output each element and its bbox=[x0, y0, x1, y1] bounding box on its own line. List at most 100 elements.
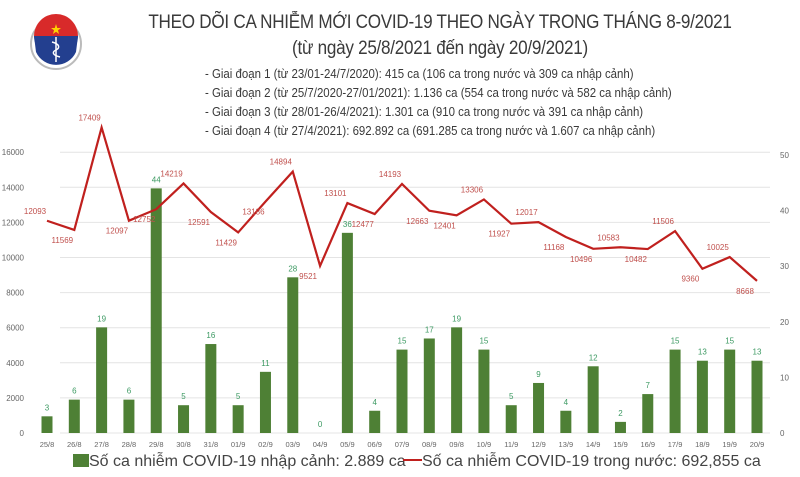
line-label: 17409 bbox=[78, 113, 101, 122]
bar bbox=[505, 405, 517, 433]
bar-label: 19 bbox=[452, 314, 461, 323]
legend-bar: Số ca nhiễm COVID-19 nhập cảnh: 2.889 ca bbox=[73, 453, 406, 471]
line-label: 12663 bbox=[406, 217, 429, 226]
x-axis-tick: 26/8 bbox=[67, 440, 82, 449]
x-axis-tick: 04/9 bbox=[313, 440, 328, 449]
left-axis-tick: 4000 bbox=[6, 359, 24, 368]
bar bbox=[232, 405, 244, 433]
bar bbox=[533, 382, 545, 433]
line-label: 8668 bbox=[736, 287, 754, 296]
bar-label: 17 bbox=[425, 325, 434, 334]
bar bbox=[478, 349, 490, 433]
line-label: 13306 bbox=[461, 185, 484, 194]
bar bbox=[205, 344, 217, 433]
bar bbox=[259, 371, 271, 433]
bar bbox=[341, 232, 353, 433]
left-axis-tick: 10000 bbox=[2, 254, 25, 263]
left-axis-tick: 12000 bbox=[2, 218, 25, 227]
left-axis-tick: 0 bbox=[20, 429, 25, 438]
bar-label: 15 bbox=[725, 337, 734, 346]
x-axis-tick: 10/9 bbox=[477, 440, 492, 449]
line-label: 10025 bbox=[707, 243, 730, 252]
bar bbox=[724, 349, 736, 433]
left-axis-tick: 6000 bbox=[6, 324, 24, 333]
bar-label: 4 bbox=[372, 398, 377, 407]
x-axis-tick: 30/8 bbox=[176, 440, 191, 449]
right-axis-tick: 40 bbox=[780, 207, 789, 216]
line-label: 11569 bbox=[51, 236, 73, 245]
bar-label: 6 bbox=[127, 387, 132, 396]
bar bbox=[178, 405, 190, 433]
x-axis-tick: 29/8 bbox=[149, 440, 164, 449]
chart-subtitle: (từ ngày 25/8/2021 đến ngày 20/9/2021) bbox=[292, 38, 588, 59]
bar bbox=[41, 416, 53, 433]
ministry-of-health-logo bbox=[30, 14, 82, 70]
line-label: 14894 bbox=[270, 158, 293, 167]
bar-label: 13 bbox=[753, 348, 762, 357]
bar bbox=[451, 327, 463, 433]
bar bbox=[560, 410, 572, 433]
bar bbox=[287, 277, 299, 433]
bar-label: 13 bbox=[698, 348, 707, 357]
bar-label: 15 bbox=[671, 337, 680, 346]
line-label: 12477 bbox=[352, 220, 375, 229]
line-label: 12591 bbox=[188, 218, 211, 227]
x-axis-tick: 13/9 bbox=[559, 440, 574, 449]
bar bbox=[123, 399, 135, 433]
bar-label: 5 bbox=[509, 392, 514, 401]
left-axis-tick: 16000 bbox=[2, 148, 25, 157]
line-label: 13101 bbox=[324, 189, 347, 198]
line-label: 11429 bbox=[215, 238, 237, 247]
note-phase-4: - Giai đoạn 4 (từ 27/4/2021): 692.892 ca… bbox=[205, 123, 656, 138]
x-axis-tick: 02/9 bbox=[258, 440, 273, 449]
line-label: 9360 bbox=[681, 275, 699, 284]
bar-label: 5 bbox=[236, 392, 241, 401]
bar bbox=[396, 349, 408, 433]
bar bbox=[751, 360, 763, 433]
legend-line: Số ca nhiễm COVID-19 trong nước: 692,855… bbox=[403, 453, 761, 471]
line-label: 14219 bbox=[160, 169, 183, 178]
line-label: 11506 bbox=[652, 217, 674, 226]
x-axis-tick: 09/8 bbox=[449, 440, 464, 449]
x-axis-tick: 06/9 bbox=[367, 440, 382, 449]
x-axis-tick: 03/9 bbox=[285, 440, 300, 449]
legend-line-label: Số ca nhiễm COVID-19 trong nước: 692,855… bbox=[422, 453, 761, 470]
x-axis-tick: 15/9 bbox=[613, 440, 628, 449]
bar bbox=[423, 338, 435, 433]
line-label: 9521 bbox=[299, 272, 317, 281]
x-axis-tick: 16/9 bbox=[640, 440, 655, 449]
bar-label: 2 bbox=[618, 409, 623, 418]
line-label: 11927 bbox=[488, 230, 510, 239]
x-axis-tick: 19/9 bbox=[722, 440, 737, 449]
bar-label: 7 bbox=[646, 381, 651, 390]
x-axis-tick: 31/8 bbox=[204, 440, 219, 449]
bar-label: 11 bbox=[261, 359, 270, 368]
x-axis-tick: 07/9 bbox=[395, 440, 410, 449]
bar bbox=[642, 394, 654, 433]
line-label: 11168 bbox=[543, 243, 565, 252]
bar bbox=[96, 327, 108, 433]
bar bbox=[150, 188, 162, 433]
bar-label: 4 bbox=[564, 398, 569, 407]
x-axis-tick: 14/9 bbox=[586, 440, 601, 449]
x-axis-tick: 08/9 bbox=[422, 440, 437, 449]
bar-label: 15 bbox=[479, 337, 488, 346]
right-axis-tick: 30 bbox=[780, 262, 789, 271]
right-axis-tick: 10 bbox=[780, 373, 789, 382]
right-axis-tick: 20 bbox=[780, 318, 789, 327]
x-axis-tick: 05/9 bbox=[340, 440, 355, 449]
x-axis-tick: 12/9 bbox=[531, 440, 546, 449]
line-label: 12401 bbox=[433, 221, 456, 230]
bar bbox=[669, 349, 681, 433]
bar-label: 9 bbox=[536, 370, 541, 379]
x-axis-tick: 28/8 bbox=[122, 440, 137, 449]
legend-bar-swatch bbox=[73, 454, 89, 467]
bar-label: 19 bbox=[97, 314, 106, 323]
bar-label: 16 bbox=[206, 331, 215, 340]
bar bbox=[68, 399, 80, 433]
bar-label: 12 bbox=[589, 353, 598, 362]
x-axis-tick: 18/9 bbox=[695, 440, 710, 449]
line-label: 12093 bbox=[24, 207, 47, 216]
x-axis-tick: 11/9 bbox=[504, 440, 518, 449]
